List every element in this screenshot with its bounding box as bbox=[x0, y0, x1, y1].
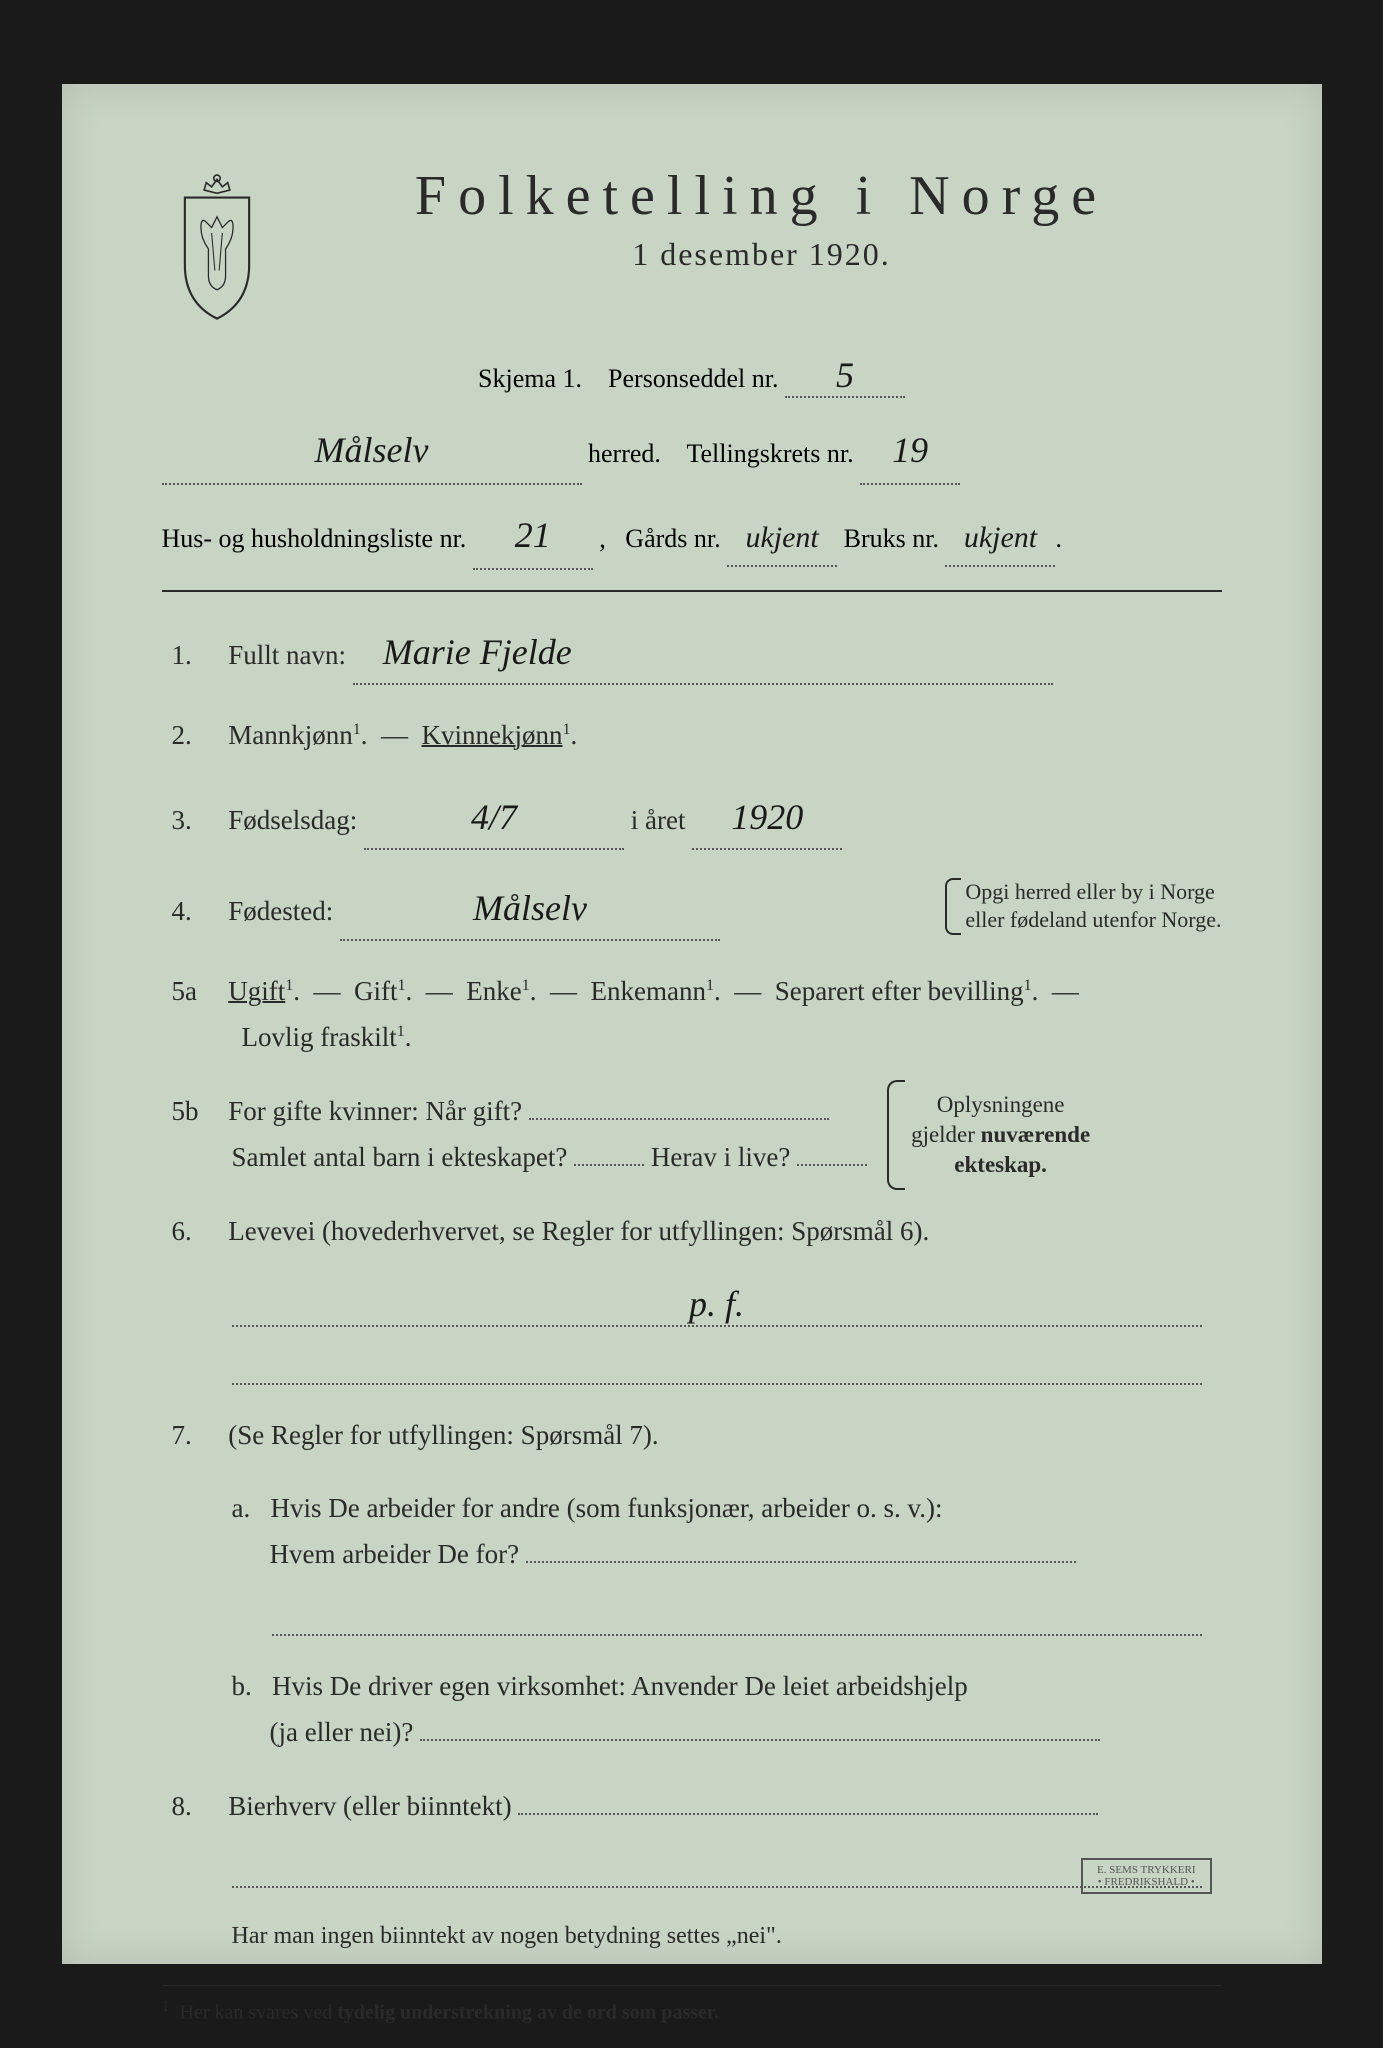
gards-value: ukjent bbox=[727, 511, 837, 567]
q1-num: 1. bbox=[172, 633, 222, 679]
q7a-field bbox=[526, 1561, 1076, 1563]
question-7b: b. Hvis De driver egen virksomhet: Anven… bbox=[162, 1664, 1222, 1756]
q5b-label3: Herav i live? bbox=[651, 1142, 790, 1172]
census-form-document: Folketelling i Norge 1 desember 1920. Sk… bbox=[62, 84, 1322, 1964]
q3-label: Fødselsdag: bbox=[228, 805, 357, 835]
question-3: 3. Fødselsdag: 4/7 i året 1920 bbox=[162, 787, 1222, 850]
q5a-num: 5a bbox=[172, 969, 222, 1015]
q3-num: 3. bbox=[172, 798, 222, 844]
coat-of-arms-icon bbox=[162, 174, 272, 324]
footnote-divider bbox=[162, 1985, 1222, 1986]
husliste-line: Hus- og husholdningsliste nr. 21 , Gårds… bbox=[162, 503, 1222, 570]
q5a-separert: Separert efter bevilling bbox=[775, 976, 1024, 1006]
q2-kvinne: Kvinnekjønn bbox=[422, 720, 563, 750]
question-4: 4. Fødested: Målselv Opgi herred eller b… bbox=[162, 878, 1222, 941]
q8-answer-line bbox=[232, 1858, 1202, 1888]
q7a-label: a. bbox=[232, 1493, 251, 1523]
q4-note: Opgi herred eller by i Norge eller fødel… bbox=[945, 878, 1221, 935]
q3-day-field: 4/7 bbox=[364, 787, 624, 850]
q5a-gift: Gift bbox=[354, 976, 398, 1006]
q7-label: (Se Regler for utfyllingen: Spørsmål 7). bbox=[228, 1420, 658, 1450]
q6-num: 6. bbox=[172, 1209, 222, 1255]
herred-label: herred. bbox=[588, 439, 661, 468]
question-6: 6. Levevei (hovederhvervet, se Regler fo… bbox=[162, 1209, 1222, 1255]
q8-label: Bierhverv (eller biinntekt) bbox=[228, 1791, 511, 1821]
question-8: 8. Bierhverv (eller biinntekt) bbox=[162, 1784, 1222, 1830]
q7b-label: b. bbox=[232, 1671, 252, 1701]
form-meta-line: Skjema 1. Personseddel nr. 5 bbox=[162, 354, 1222, 398]
q7b-field bbox=[420, 1739, 1100, 1741]
q5b-barn-field bbox=[574, 1164, 644, 1166]
q7a-text2: Hvem arbeider De for? bbox=[232, 1539, 520, 1569]
q4-value-field: Målselv bbox=[340, 878, 720, 941]
q5b-label2: Samlet antal barn i ekteskapet? bbox=[172, 1142, 568, 1172]
printer-stamp: E. SEMS TRYKKERI • FREDRIKSHALD • bbox=[1081, 1858, 1212, 1894]
divider bbox=[162, 590, 1222, 592]
question-1: 1. Fullt navn: Marie Fjelde bbox=[162, 622, 1222, 685]
subtitle: 1 desember 1920. bbox=[302, 236, 1222, 273]
q2-num: 2. bbox=[172, 713, 222, 759]
footnote: 1 Her kan svares ved tydelig understrekn… bbox=[162, 1998, 1222, 2025]
question-5b: 5b For gifte kvinner: Når gift? Samlet a… bbox=[162, 1089, 1222, 1181]
q2-mann: Mannkjønn bbox=[228, 720, 353, 750]
tellingskrets-value: 19 bbox=[860, 418, 960, 485]
q3-year-field: 1920 bbox=[692, 787, 842, 850]
herred-value-field: Målselv bbox=[162, 418, 582, 485]
personseddel-value: 5 bbox=[785, 354, 905, 398]
q6-answer-line-2 bbox=[232, 1355, 1202, 1385]
q5b-label1: For gifte kvinner: Når gift? bbox=[228, 1096, 522, 1126]
question-2: 2. Mannkjønn1. — Kvinnekjønn1. bbox=[162, 713, 1222, 759]
tellingskrets-label: Tellingskrets nr. bbox=[686, 439, 853, 468]
herred-line: Målselv herred. Tellingskrets nr. 19 bbox=[162, 418, 1222, 485]
q5b-num: 5b bbox=[172, 1089, 222, 1135]
skjema-label: Skjema 1. bbox=[478, 364, 582, 393]
question-7: 7. (Se Regler for utfyllingen: Spørsmål … bbox=[162, 1413, 1222, 1459]
husliste-label: Hus- og husholdningsliste nr. bbox=[162, 524, 467, 553]
q7b-text2: (ja eller nei)? bbox=[232, 1717, 414, 1747]
q6-answer-line: p. f. bbox=[232, 1283, 1202, 1327]
personseddel-label: Personseddel nr. bbox=[608, 364, 778, 393]
q5a-enkemann: Enkemann bbox=[590, 976, 705, 1006]
q1-value-field: Marie Fjelde bbox=[353, 622, 1053, 685]
bruks-value: ukjent bbox=[945, 511, 1055, 567]
q3-year-label: i året bbox=[631, 805, 686, 835]
q7b-text1: Hvis De driver egen virksomhet: Anvender… bbox=[272, 1671, 968, 1701]
q8-num: 8. bbox=[172, 1784, 222, 1830]
q4-num: 4. bbox=[172, 889, 222, 935]
bruks-label: Bruks nr. bbox=[844, 524, 939, 553]
q6-label: Levevei (hovederhvervet, se Regler for u… bbox=[228, 1216, 929, 1246]
main-title: Folketelling i Norge bbox=[302, 164, 1222, 228]
question-7a: a. Hvis De arbeider for andre (som funks… bbox=[162, 1486, 1222, 1578]
q7-num: 7. bbox=[172, 1413, 222, 1459]
q7a-answer-line bbox=[272, 1606, 1202, 1636]
q4-label: Fødested: bbox=[228, 896, 333, 926]
q5b-live-field bbox=[797, 1164, 867, 1166]
question-5a: 5a Ugift1. — Gift1. — Enke1. — Enkemann1… bbox=[162, 969, 1222, 1061]
q8-note: Har man ingen biinntekt av nogen betydni… bbox=[162, 1916, 1222, 1957]
q5a-fraskilt: Lovlig fraskilt bbox=[172, 1022, 397, 1052]
q5b-note: Oplysningene gjelder nuværende ekteskap. bbox=[887, 1090, 1090, 1180]
q7a-text1: Hvis De arbeider for andre (som funksjon… bbox=[270, 1493, 942, 1523]
q1-label: Fullt navn: bbox=[228, 640, 346, 670]
q5a-ugift: Ugift bbox=[228, 976, 285, 1006]
q5b-gift-field bbox=[529, 1118, 829, 1120]
title-block: Folketelling i Norge 1 desember 1920. bbox=[302, 164, 1222, 273]
husliste-value: 21 bbox=[473, 503, 593, 570]
header-section: Folketelling i Norge 1 desember 1920. bbox=[162, 164, 1222, 324]
gards-label: Gårds nr. bbox=[625, 524, 720, 553]
q5a-enke: Enke bbox=[466, 976, 521, 1006]
q8-field bbox=[518, 1813, 1098, 1815]
